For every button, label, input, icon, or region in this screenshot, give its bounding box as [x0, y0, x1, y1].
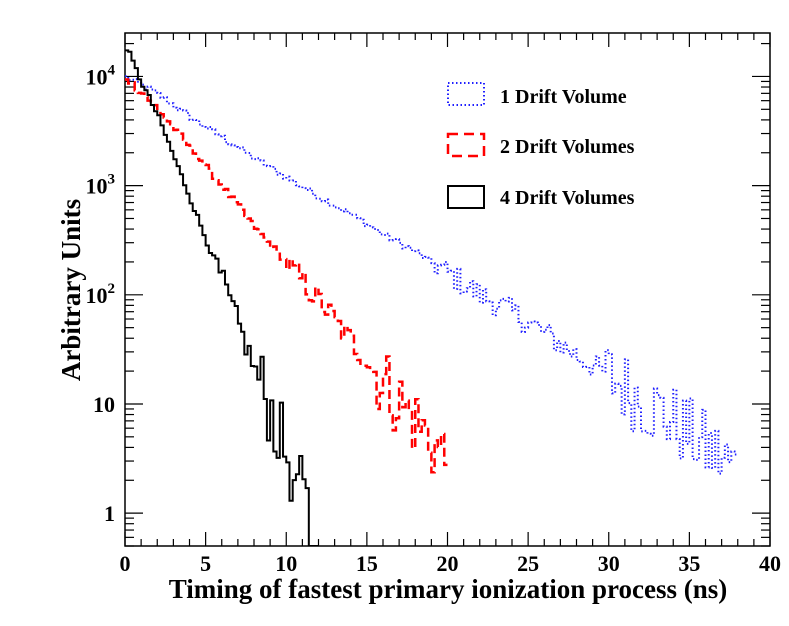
legend-key-1-drift-volume	[447, 82, 485, 106]
legend-key-2-drift-volumes	[446, 132, 486, 158]
x-tick-label: 0	[120, 551, 131, 576]
x-axis-title: Timing of fastest primary ionization pro…	[169, 574, 727, 604]
x-tick-label: 10	[275, 551, 297, 576]
x-tick-labels: 0 5 10 15 20 25 30 35 40	[120, 551, 782, 576]
series-2-drift-volumes	[125, 78, 448, 474]
legend-label-1-drift-volume: 1 Drift Volume	[500, 86, 627, 108]
y-tick-labels: 1 10 102 103 104	[86, 62, 116, 526]
x-tick-label: 15	[356, 551, 378, 576]
x-tick-label: 35	[678, 551, 700, 576]
y-axis-title: Arbitrary Units	[56, 199, 86, 381]
y-tick-label: 102	[86, 281, 116, 308]
legend-key-4-drift-volumes	[447, 185, 485, 209]
x-tick-label: 25	[517, 551, 539, 576]
y-tick-label: 10	[93, 392, 115, 417]
plot-frame	[124, 32, 771, 547]
series-1-drift-volume	[125, 75, 738, 475]
x-tick-label: 40	[759, 551, 781, 576]
x-tick-label: 5	[200, 551, 211, 576]
x-tick-label: 20	[437, 551, 459, 576]
y-tick-label: 103	[86, 172, 116, 199]
series-layer	[125, 49, 738, 546]
x-tick-label: 30	[598, 551, 620, 576]
legend-label-4-drift-volumes: 4 Drift Volumes	[500, 187, 635, 209]
legend: 1 Drift Volume 2 Drift Volumes 4 Drift V…	[446, 82, 635, 209]
y-tick-label: 104	[86, 62, 116, 89]
y-tick-label: 1	[104, 501, 115, 526]
series-4-drift-volumes	[125, 49, 319, 546]
axis-ticks	[124, 33, 771, 547]
legend-label-2-drift-volumes: 2 Drift Volumes	[500, 136, 635, 158]
